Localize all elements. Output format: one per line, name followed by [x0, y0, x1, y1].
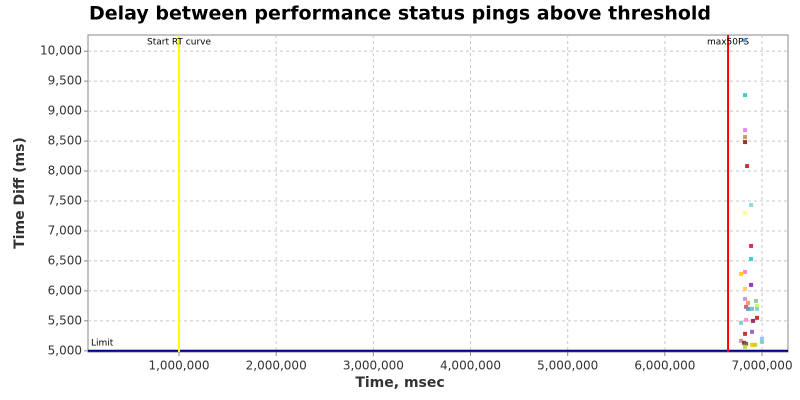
data-point: [743, 331, 748, 336]
data-point: [753, 342, 758, 347]
data-point: [749, 256, 754, 261]
data-point: [743, 286, 748, 291]
data-point: [749, 243, 754, 248]
data-point: [750, 306, 755, 311]
x-tick-label: 7,000,000: [732, 359, 793, 373]
plot-area: [87, 34, 789, 353]
x-tick-label: 6,000,000: [634, 359, 695, 373]
x-axis-label: Time, msec: [355, 375, 444, 391]
chart-title: Delay between performance status pings a…: [89, 3, 711, 25]
data-point: [743, 210, 748, 215]
x-tick-label: 5,000,000: [537, 359, 598, 373]
data-point: [743, 128, 748, 133]
data-point: [750, 329, 755, 334]
data-point: [754, 298, 759, 303]
x-tick-label: 3,000,000: [343, 359, 404, 373]
y-tick-label: 8,000: [48, 164, 82, 178]
limit-label: Limit: [91, 338, 114, 348]
y-tick-label: 9,000: [48, 104, 82, 118]
y-tick-label: 6,000: [48, 283, 82, 297]
data-point: [743, 140, 748, 145]
data-point: [746, 306, 751, 311]
data-point: [749, 282, 754, 287]
data-point: [751, 318, 756, 323]
y-tick-label: 5,000: [48, 343, 82, 357]
y-tick-label: 5,500: [48, 313, 82, 327]
y-tick-label: 9,500: [48, 74, 82, 88]
data-point: [755, 315, 760, 320]
data-point: [739, 271, 744, 276]
x-tick-label: 2,000,000: [246, 359, 307, 373]
data-point: [750, 342, 755, 347]
y-tick-label: 6,500: [48, 253, 82, 267]
data-point: [743, 135, 748, 140]
data-point: [743, 93, 748, 98]
y-axis-label: Time Diff (ms): [12, 137, 28, 249]
data-point: [749, 203, 754, 208]
y-tick-label: 10,000: [40, 44, 82, 58]
data-point: [755, 303, 760, 308]
data-point: [743, 269, 748, 274]
y-tick-label: 7,000: [48, 223, 82, 237]
data-point: [746, 300, 751, 305]
y-tick-label: 7,500: [48, 193, 82, 207]
data-point: [745, 164, 750, 169]
data-point: [743, 296, 748, 301]
data-point: [744, 341, 749, 346]
data-point: [759, 339, 764, 344]
marker-label: Start RT curve: [147, 38, 211, 48]
data-point: [742, 340, 747, 345]
x-tick-label: 1,000,000: [148, 359, 209, 373]
x-tick-label: 4,000,000: [440, 359, 501, 373]
data-point: [743, 344, 748, 349]
marker-label: max50PS: [707, 38, 749, 48]
data-point: [759, 336, 764, 341]
data-point: [755, 306, 760, 311]
data-point: [739, 338, 744, 343]
data-point: [744, 317, 749, 322]
data-point: [743, 38, 748, 43]
y-tick-label: 8,500: [48, 134, 82, 148]
data-point: [739, 320, 744, 325]
